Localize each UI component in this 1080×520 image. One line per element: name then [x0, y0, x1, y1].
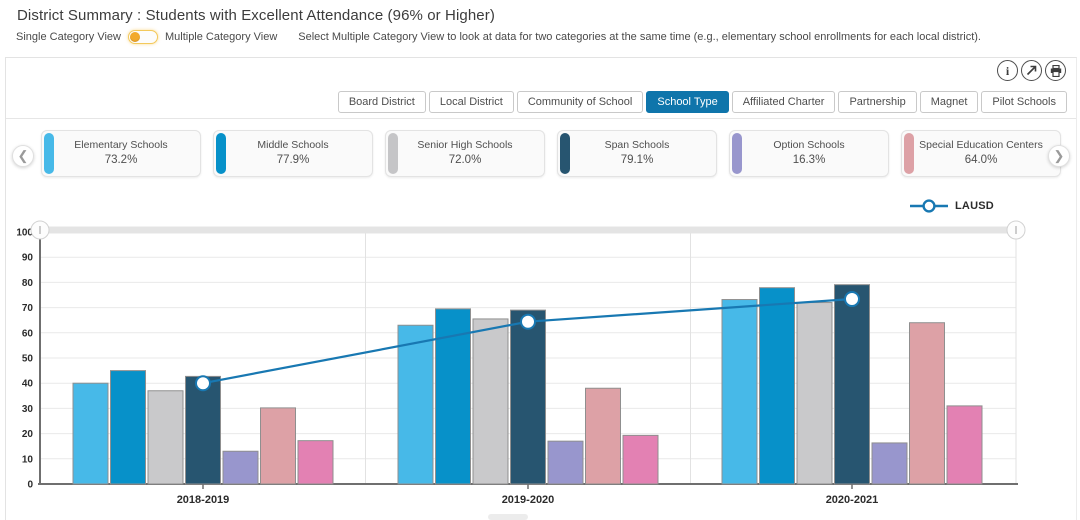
chart-toolbar: i — [997, 60, 1066, 81]
tab-magnet[interactable]: Magnet — [919, 91, 979, 113]
card-value: 16.3% — [792, 153, 826, 166]
carousel-next-button[interactable]: ❯ — [1048, 145, 1070, 167]
chart-canvas: 0 10 20 30 40 50 60 70 80 90 100 2018-2019 2019-2020… — [16, 220, 1026, 506]
bar-option-schools-2019-2020[interactable] — [547, 440, 584, 485]
bar-series-7-2018-2019[interactable] — [297, 440, 334, 485]
bar-span-schools-2019-2020[interactable] — [510, 309, 546, 485]
bar-option-schools-2018-2019[interactable] — [222, 450, 259, 485]
y-axis-tick-label: 10 — [22, 454, 34, 465]
card-label: Span Schools — [604, 139, 670, 152]
card-special-education-centers[interactable]: Special Education Centers 64.0% — [901, 130, 1061, 177]
bar-special-education-centers-2018-2019[interactable] — [260, 407, 296, 485]
share-icon[interactable] — [1021, 60, 1042, 81]
bar-senior-high-schools-2018-2019[interactable] — [147, 390, 184, 485]
tab-school-type[interactable]: School Type — [646, 91, 729, 113]
card-label: Special Education Centers — [919, 139, 1043, 152]
x-axis-label: 2018-2019 — [177, 494, 230, 506]
info-icon[interactable]: i — [997, 60, 1018, 81]
attendance-chart: 0 10 20 30 40 50 60 70 80 90 100 2018-2019 2019-2020… — [0, 220, 1080, 520]
y-axis-tick-label: 70 — [22, 303, 34, 314]
arrow-up-right-glyph — [1026, 65, 1037, 76]
card-senior-high-schools[interactable]: Senior High Schools 72.0% — [385, 130, 545, 177]
bar-option-schools-2020-2021[interactable] — [871, 442, 908, 485]
toggle-help-text: Select Multiple Category View to look at… — [298, 31, 981, 43]
legend-lausd[interactable]: LAUSD — [909, 199, 994, 213]
printer-glyph — [1050, 64, 1061, 77]
card-value: 64.0% — [964, 153, 998, 166]
tab-local-district[interactable]: Local District — [428, 91, 514, 113]
single-category-view-label: Single Category View — [16, 31, 121, 43]
tab-board-district[interactable]: Board District — [337, 91, 426, 113]
view-toggle-row: Single Category View Multiple Category V… — [16, 30, 981, 44]
category-tabs: Board District Local District Community … — [337, 91, 1067, 113]
bar-series-7-2019-2020[interactable] — [622, 434, 659, 485]
card-accent-bar — [44, 133, 54, 174]
card-span-schools[interactable]: Span Schools 79.1% — [557, 130, 717, 177]
bar-senior-high-schools-2020-2021[interactable] — [796, 302, 833, 485]
card-middle-schools[interactable]: Middle Schools 77.9% — [213, 130, 373, 177]
bar-middle-schools-2018-2019[interactable] — [110, 370, 146, 485]
y-axis-tick-label: 80 — [22, 278, 34, 289]
bar-elementary-schools-2019-2020[interactable] — [397, 324, 434, 485]
lausd-data-point-2020-2021[interactable] — [844, 291, 860, 308]
y-axis-tick-label: 60 — [22, 328, 34, 339]
y-axis-tick-label: 0 — [27, 480, 33, 491]
bar-special-education-centers-2019-2020[interactable] — [585, 387, 621, 485]
print-icon[interactable] — [1045, 60, 1066, 81]
bar-special-education-centers-2020-2021[interactable] — [909, 322, 945, 485]
card-label: Senior High Schools — [417, 139, 513, 152]
card-value: 73.2% — [104, 153, 138, 166]
bar-elementary-schools-2020-2021[interactable] — [721, 299, 758, 485]
category-card-row: Elementary Schools 73.2% Middle Schools … — [41, 130, 1061, 177]
tab-community-of-school[interactable]: Community of School — [516, 91, 644, 113]
card-accent-bar — [904, 133, 914, 174]
x-axis-label: 2020-2021 — [826, 494, 879, 506]
card-elementary-schools[interactable]: Elementary Schools 73.2% — [41, 130, 201, 177]
bar-series-7-2020-2021[interactable] — [946, 405, 983, 485]
bar-senior-high-schools-2019-2020[interactable] — [472, 318, 509, 485]
y-axis-tick-label: 90 — [22, 253, 34, 264]
card-value: 79.1% — [620, 153, 654, 166]
lausd-line-marker-icon — [910, 199, 948, 213]
card-value: 77.9% — [276, 153, 310, 166]
tab-partnership[interactable]: Partnership — [838, 91, 917, 113]
y-axis-tick-label: 100 — [16, 228, 33, 239]
card-label: Option Schools — [773, 139, 845, 152]
horizontal-scrollbar-thumb[interactable] — [488, 514, 528, 520]
card-accent-bar — [560, 133, 570, 174]
y-axis-tick-label: 50 — [22, 354, 34, 365]
card-accent-bar — [216, 133, 226, 174]
category-view-toggle[interactable] — [127, 30, 158, 44]
y-axis-tick-label: 40 — [22, 379, 34, 390]
card-accent-bar — [388, 133, 398, 174]
carousel-prev-button[interactable]: ❮ — [12, 145, 34, 167]
lausd-data-point-2018-2019[interactable] — [195, 375, 211, 392]
bar-span-schools-2020-2021[interactable] — [834, 284, 870, 485]
y-axis-tick-label: 20 — [22, 429, 34, 440]
tab-affiliated-charter[interactable]: Affiliated Charter — [731, 91, 836, 113]
card-accent-bar — [732, 133, 742, 174]
multiple-category-view-label: Multiple Category View — [164, 31, 278, 43]
bar-span-schools-2018-2019[interactable] — [185, 375, 221, 485]
tab-pilot-schools[interactable]: Pilot Schools — [981, 91, 1067, 113]
legend-label: LAUSD — [955, 200, 994, 212]
toggle-knob — [129, 32, 140, 42]
bar-middle-schools-2020-2021[interactable] — [759, 287, 795, 485]
page-title: District Summary : Students with Excelle… — [17, 7, 495, 24]
info-glyph: i — [1005, 63, 1010, 78]
card-value: 72.0% — [448, 153, 482, 166]
range-slider-track[interactable] — [40, 226, 1016, 234]
bar-elementary-schools-2018-2019[interactable] — [72, 382, 109, 485]
lausd-data-point-2019-2020[interactable] — [520, 313, 536, 330]
y-axis-tick-label: 30 — [22, 404, 34, 415]
card-label: Elementary Schools — [74, 139, 168, 152]
x-axis-label: 2019-2020 — [502, 494, 555, 506]
card-label: Middle Schools — [257, 139, 329, 152]
card-option-schools[interactable]: Option Schools 16.3% — [729, 130, 889, 177]
category-card-carousel: ❮ ❯ Elementary Schools 73.2% Middle Scho… — [6, 118, 1076, 191]
